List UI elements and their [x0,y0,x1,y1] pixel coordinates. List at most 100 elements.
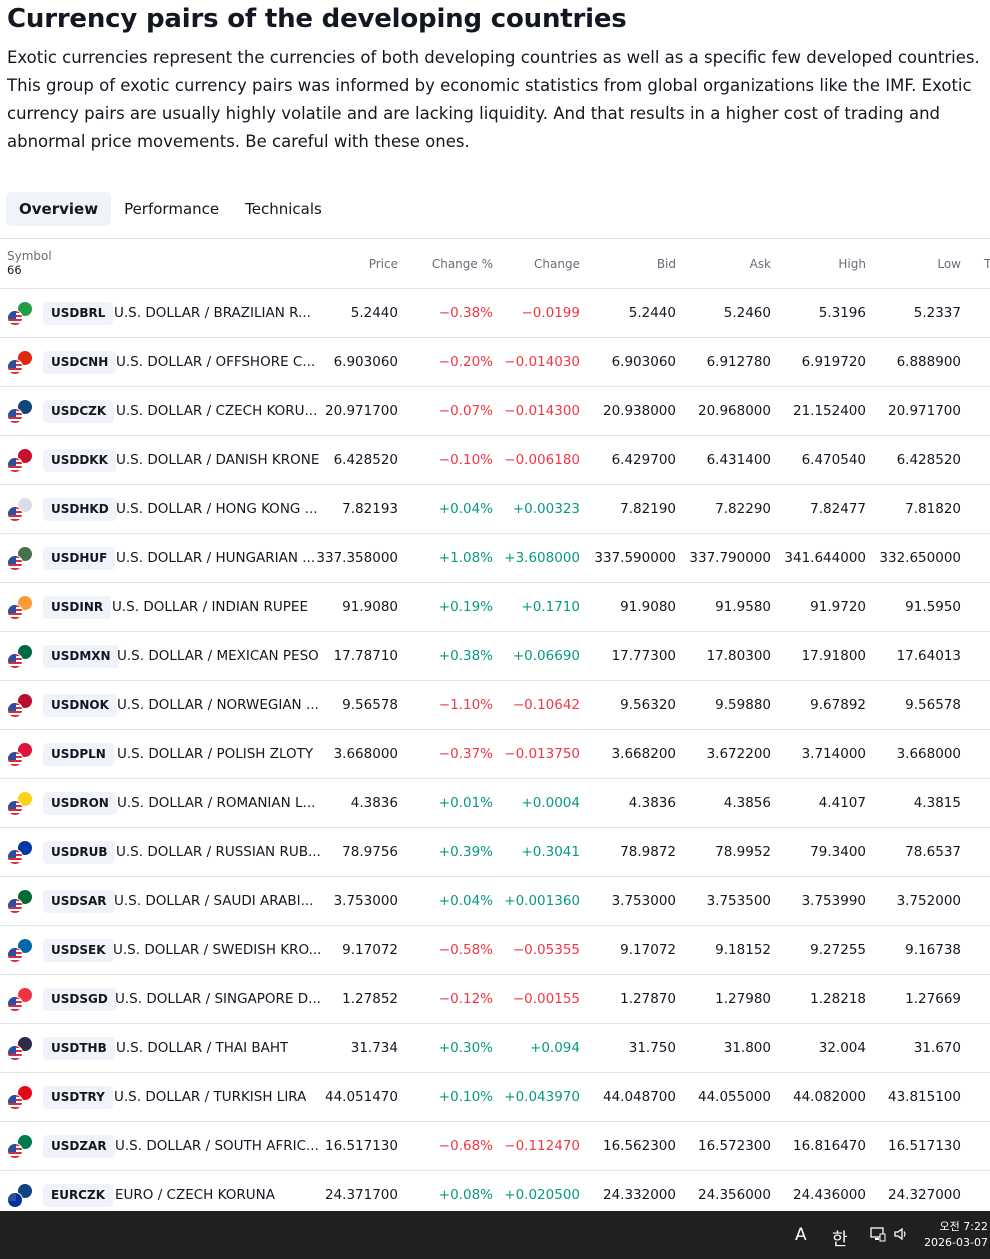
pair-name[interactable]: U.S. DOLLAR / SAUDI ARABI... [114,893,314,909]
tab-technicals[interactable]: Technicals [245,200,322,218]
table-row[interactable]: USDCZK U.S. DOLLAR / CZECH KORU... 20.9717… [0,387,990,436]
table-row[interactable]: USDHUF U.S. DOLLAR / HUNGARIAN ... 337.358… [0,534,990,583]
currency-flags-icon [7,399,35,425]
bid-cell: 4.3836 [628,795,676,811]
pair-name[interactable]: U.S. DOLLAR / MEXICAN PESO [117,648,319,664]
volume-icon[interactable] [893,1226,909,1246]
change-cell: +0.001360 [504,893,580,909]
table-row[interactable]: USDNOK U.S. DOLLAR / NORWEGIAN ... 9.56578… [0,681,990,730]
column-header-change[interactable]: Change [534,257,580,271]
table-row[interactable]: USDHKD U.S. DOLLAR / HONG KONG ... 7.82193… [0,485,990,534]
network-icon[interactable] [870,1226,886,1246]
table-row[interactable]: USDSAR U.S. DOLLAR / SAUDI ARABI... 3.7530… [0,877,990,926]
currency-flags-icon [7,987,35,1013]
pair-name[interactable]: U.S. DOLLAR / SINGAPORE D... [115,991,322,1007]
ask-cell: 31.800 [723,1040,771,1056]
table-row[interactable]: USDINR U.S. DOLLAR / INDIAN RUPEE 91.9080 +… [0,583,990,632]
pair-name[interactable]: U.S. DOLLAR / TURKISH LIRA [114,1089,307,1105]
table-row[interactable]: USDRUB U.S. DOLLAR / RUSSIAN RUB... 78.975… [0,828,990,877]
pair-name[interactable]: EURO / CZECH KORUNA [115,1187,275,1203]
change-cell: −0.05355 [512,942,580,958]
column-header-extra[interactable]: T [984,257,990,271]
pair-name[interactable]: U.S. DOLLAR / CZECH KORU... [116,403,318,419]
table-row[interactable]: USDMXN U.S. DOLLAR / MEXICAN PESO 17.78710… [0,632,990,681]
ask-cell: 24.356000 [697,1187,771,1203]
symbol-badge[interactable]: USDMXN [43,645,119,668]
low-cell: 9.16738 [905,942,961,958]
symbol-badge[interactable]: USDHKD [43,498,117,521]
pair-name[interactable]: U.S. DOLLAR / INDIAN RUPEE [112,599,308,615]
table-row[interactable]: EURCZK EURO / CZECH KORUNA 24.371700 +0.08%… [0,1171,990,1211]
change-percent-cell: +0.38% [438,648,493,664]
pair-name[interactable]: U.S. DOLLAR / BRAZILIAN R... [114,305,311,321]
base-currency-flag-icon [7,359,23,375]
symbol-badge[interactable]: USDZAR [43,1135,115,1158]
column-header-ask[interactable]: Ask [749,257,771,271]
symbol-badge[interactable]: USDNOK [43,694,117,717]
high-cell: 32.004 [818,1040,866,1056]
column-header-high[interactable]: High [838,257,866,271]
column-header-change-percent[interactable]: Change % [431,257,493,271]
table-row[interactable]: USDRON U.S. DOLLAR / ROMANIAN L... 4.3836 +… [0,779,990,828]
change-percent-cell: −1.10% [438,697,493,713]
table-row[interactable]: USDDKK U.S. DOLLAR / DANISH KRONE 6.428520… [0,436,990,485]
pair-name[interactable]: U.S. DOLLAR / RUSSIAN RUB... [116,844,321,860]
table-row[interactable]: USDZAR U.S. DOLLAR / SOUTH AFRIC... 16.517… [0,1122,990,1171]
high-cell: 24.436000 [792,1187,866,1203]
symbol-badge[interactable]: USDRUB [43,841,116,864]
pair-name[interactable]: U.S. DOLLAR / ROMANIAN L... [117,795,316,811]
table-row[interactable]: USDPLN U.S. DOLLAR / POLISH ZLOTY 3.668000… [0,730,990,779]
ask-cell: 6.912780 [706,354,771,370]
currency-flags-icon [7,791,35,817]
table-row[interactable]: USDTRY U.S. DOLLAR / TURKISH LIRA 44.05147… [0,1073,990,1122]
symbol-badge[interactable]: USDSAR [43,890,115,913]
symbol-badge[interactable]: USDSEK [43,939,114,962]
bid-cell: 6.429700 [611,452,676,468]
symbol-badge[interactable]: USDTHB [43,1037,115,1060]
bid-cell: 1.27870 [620,991,676,1007]
column-header-price[interactable]: Price [368,257,398,271]
symbol-badge[interactable]: USDSGD [43,988,116,1011]
symbol-badge[interactable]: USDINR [43,596,112,619]
ime-mode-indicator[interactable]: A [795,1225,807,1245]
symbol-badge[interactable]: USDPLN [43,743,114,766]
symbol-badge[interactable]: USDCZK [43,400,115,423]
symbol-badge[interactable]: USDRON [43,792,117,815]
table-row[interactable]: USDSGD U.S. DOLLAR / SINGAPORE D... 1.2785… [0,975,990,1024]
pair-name[interactable]: U.S. DOLLAR / DANISH KRONE [116,452,320,468]
symbol-badge[interactable]: USDBRL [43,302,114,325]
column-header-low[interactable]: Low [937,257,961,271]
pair-name[interactable]: U.S. DOLLAR / SOUTH AFRIC... [115,1138,319,1154]
symbol-badge[interactable]: USDCNH [43,351,117,374]
table-row[interactable]: USDCNH U.S. DOLLAR / OFFSHORE C... 6.90306… [0,338,990,387]
table-row[interactable]: USDBRL U.S. DOLLAR / BRAZILIAN R... 5.2440… [0,289,990,338]
base-currency-flag-icon [7,555,23,571]
table-body: USDBRL U.S. DOLLAR / BRAZILIAN R... 5.2440… [0,289,990,1211]
tab-performance[interactable]: Performance [124,200,220,218]
pair-name[interactable]: U.S. DOLLAR / OFFSHORE C... [116,354,316,370]
tab-overview[interactable]: Overview [6,192,112,226]
pair-name[interactable]: U.S. DOLLAR / NORWEGIAN ... [117,697,319,713]
symbol-badge[interactable]: USDDKK [43,449,116,472]
column-header-symbol[interactable]: Symbol 66 [7,249,52,277]
change-percent-cell: −0.37% [438,746,493,762]
low-cell: 16.517130 [887,1138,961,1154]
pair-name[interactable]: U.S. DOLLAR / THAI BAHT [116,1040,289,1056]
change-cell: −0.006180 [504,452,580,468]
pair-name[interactable]: U.S. DOLLAR / HONG KONG ... [116,501,318,517]
bid-cell: 3.668200 [611,746,676,762]
symbol-badge[interactable]: EURCZK [43,1184,113,1207]
base-currency-flag-icon [7,849,23,865]
ime-hangul-indicator[interactable]: 한 [832,1230,848,1250]
table-row[interactable]: USDTHB U.S. DOLLAR / THAI BAHT 31.734 +0.30… [0,1024,990,1073]
system-clock[interactable]: 오전 7:22 2026-03-07 [924,1219,988,1251]
ask-cell: 16.572300 [697,1138,771,1154]
change-cell: −0.00155 [512,991,580,1007]
symbol-badge[interactable]: USDTRY [43,1086,113,1109]
symbol-badge[interactable]: USDHUF [43,547,116,570]
column-header-bid[interactable]: Bid [656,257,676,271]
pair-name[interactable]: U.S. DOLLAR / HUNGARIAN ... [116,550,316,566]
pair-name[interactable]: U.S. DOLLAR / POLISH ZLOTY [117,746,314,762]
pair-name[interactable]: U.S. DOLLAR / SWEDISH KRO... [113,942,322,958]
table-row[interactable]: USDSEK U.S. DOLLAR / SWEDISH KRO... 9.1707… [0,926,990,975]
